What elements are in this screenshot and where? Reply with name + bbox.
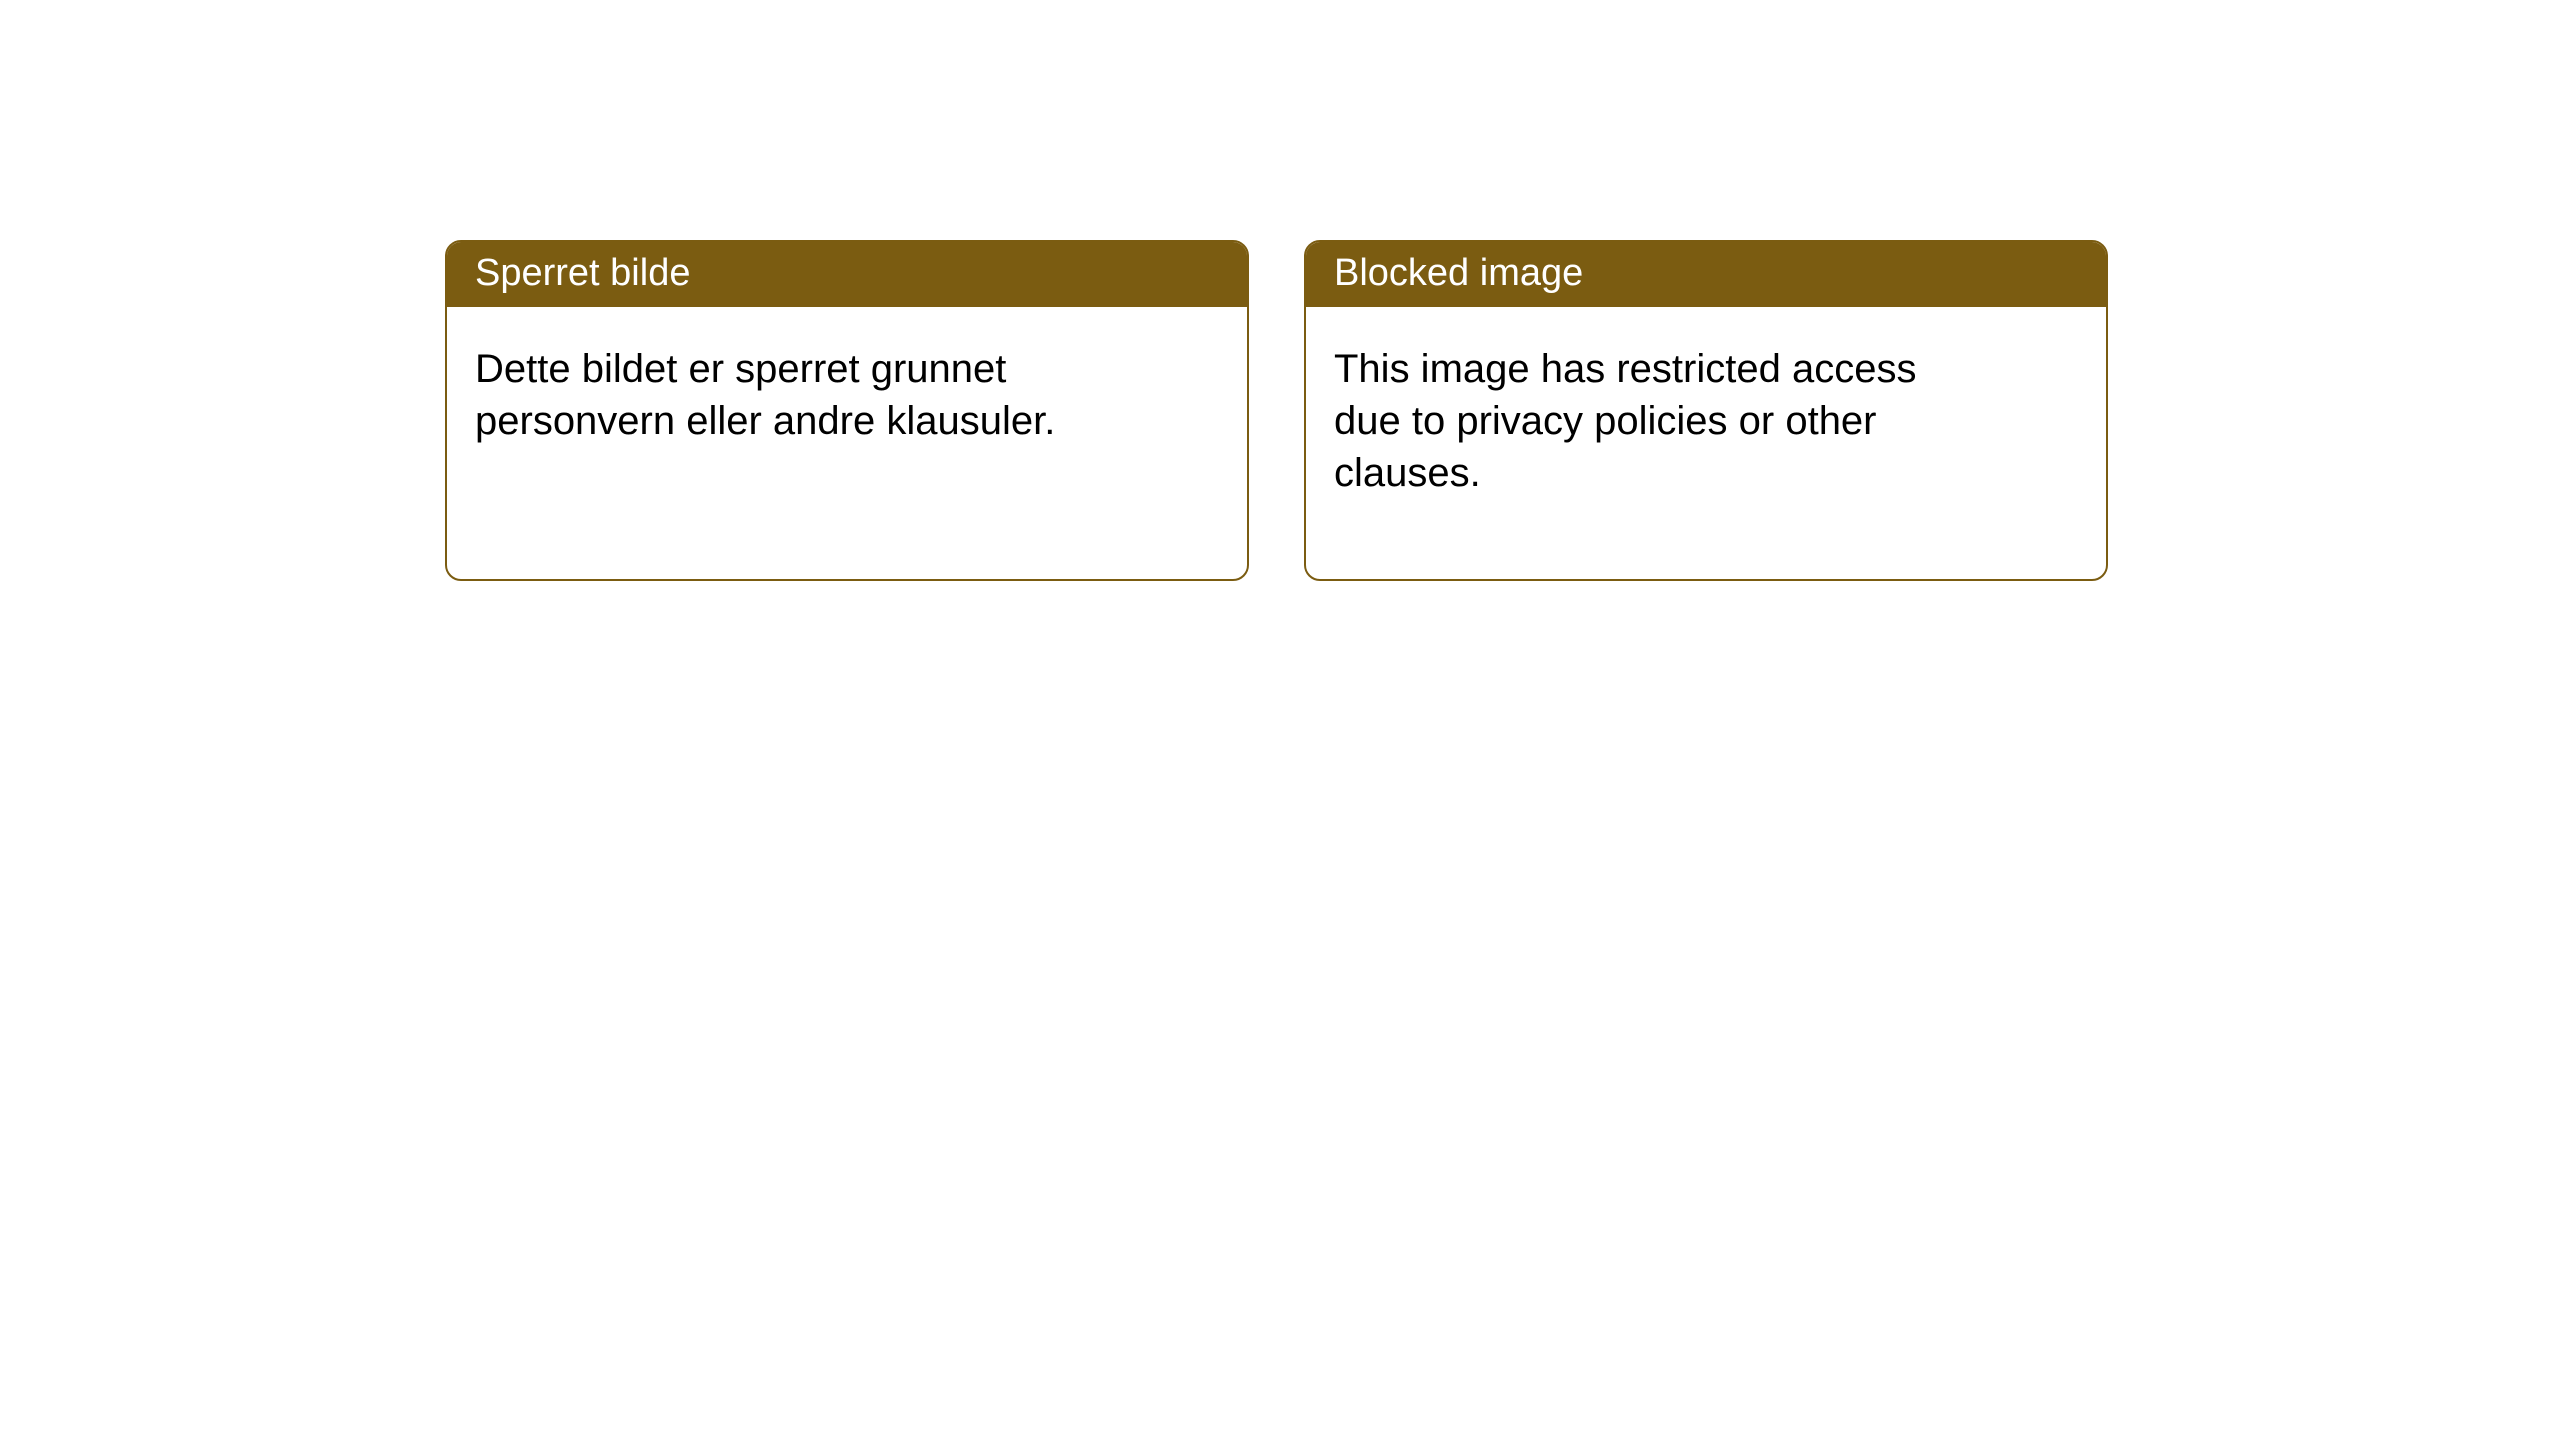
notice-header-english: Blocked image: [1306, 242, 2106, 307]
notice-box-english: Blocked image This image has restricted …: [1304, 240, 2108, 581]
notice-body-norwegian: Dette bildet er sperret grunnet personve…: [447, 307, 1147, 527]
notice-box-norwegian: Sperret bilde Dette bildet er sperret gr…: [445, 240, 1249, 581]
notice-text-english: This image has restricted access due to …: [1334, 347, 1916, 495]
notice-container: Sperret bilde Dette bildet er sperret gr…: [445, 240, 2108, 581]
notice-text-norwegian: Dette bildet er sperret grunnet personve…: [475, 347, 1055, 443]
notice-title-english: Blocked image: [1334, 252, 1583, 294]
notice-header-norwegian: Sperret bilde: [447, 242, 1247, 307]
notice-title-norwegian: Sperret bilde: [475, 252, 690, 294]
notice-body-english: This image has restricted access due to …: [1306, 307, 2006, 579]
